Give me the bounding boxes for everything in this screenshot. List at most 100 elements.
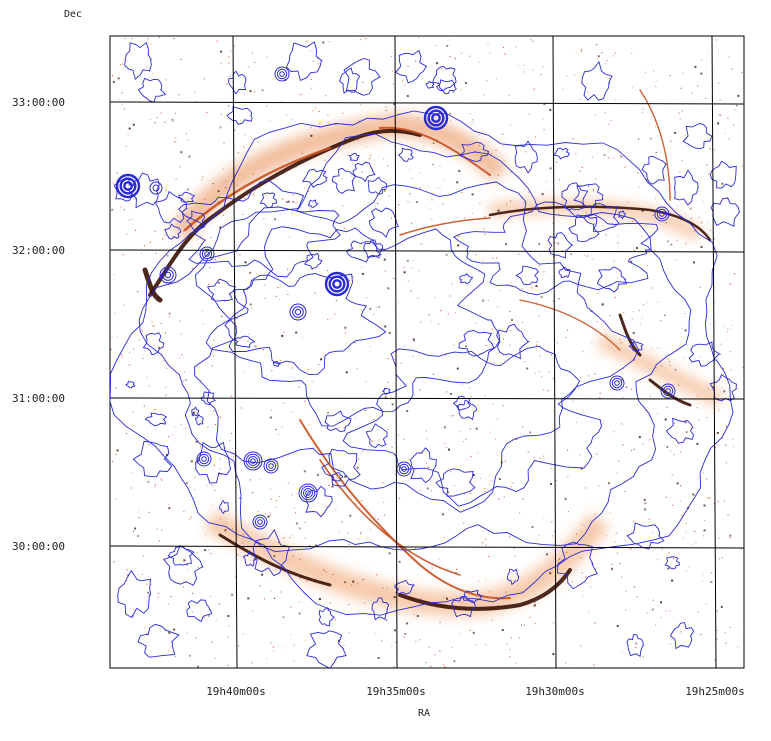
speckle-dot <box>607 482 610 485</box>
xray-point-source <box>274 66 290 82</box>
xray-point-source <box>276 68 288 80</box>
speckle-dot <box>675 259 677 261</box>
speckle-dot <box>430 321 433 323</box>
speckle-dot <box>327 114 329 116</box>
speckle-dot <box>579 170 581 172</box>
speckle-dot <box>613 431 615 433</box>
xray-contour <box>506 568 520 586</box>
speckle-dot <box>661 548 663 550</box>
xray-contour <box>397 147 414 162</box>
speckle-dot <box>620 155 623 158</box>
speckle-dot <box>604 112 606 114</box>
xray-point-source <box>289 303 307 321</box>
ra-tick-label: 19h25m00s <box>685 685 745 698</box>
speckle-dot <box>359 103 361 105</box>
speckle-dot <box>654 249 656 252</box>
speckle-dot <box>652 214 654 217</box>
speckle-dot <box>641 209 644 212</box>
speckle-dot <box>632 332 635 334</box>
speckle-dot <box>554 531 556 533</box>
speckle-dot <box>248 333 250 335</box>
speckle-dot <box>502 133 504 135</box>
speckle-dot <box>397 301 400 303</box>
speckle-dot <box>166 461 168 464</box>
speckle-dot <box>564 497 567 500</box>
speckle-dot <box>464 82 467 84</box>
xray-contour <box>435 468 476 497</box>
speckle-dot <box>298 527 301 530</box>
speckle-dot <box>637 172 639 174</box>
speckle-dot <box>266 56 268 58</box>
speckle-dot <box>282 616 285 619</box>
xray-contour <box>628 341 644 352</box>
speckle-dot <box>442 203 444 205</box>
speckle-dot <box>489 52 491 54</box>
speckle-dot <box>587 219 589 221</box>
speckle-dot <box>650 287 652 289</box>
speckle-dot <box>364 409 366 411</box>
speckle-dot <box>264 297 266 299</box>
speckle-dot <box>510 637 512 639</box>
speckle-dot <box>301 152 303 154</box>
speckle-dot <box>654 125 657 128</box>
speckle-dot <box>605 234 607 236</box>
speckle-dot <box>312 60 314 63</box>
speckle-dot <box>327 411 329 414</box>
speckle-dot <box>375 632 377 634</box>
speckle-dot <box>460 89 462 91</box>
speckle-dot <box>538 315 540 317</box>
speckle-dot <box>209 266 211 269</box>
speckle-dot <box>670 196 672 198</box>
speckle-dot <box>642 656 644 658</box>
speckle-dot <box>352 580 355 583</box>
speckle-dot <box>239 254 241 256</box>
speckle-dot <box>179 320 181 322</box>
speckle-dot <box>191 267 193 270</box>
xray-point-source <box>123 181 133 191</box>
ra-gridline-1940 <box>232 36 238 668</box>
speckle-dot <box>279 359 281 362</box>
speckle-dot <box>453 660 456 663</box>
speckle-dot <box>551 535 553 537</box>
speckle-dot <box>194 489 196 491</box>
speckle-dot <box>359 39 362 41</box>
speckle-dot <box>610 567 613 570</box>
speckle-dot <box>557 242 560 245</box>
speckle-dot <box>536 341 538 343</box>
speckle-dot <box>147 480 150 483</box>
speckle-dot <box>503 338 505 340</box>
speckle-dot <box>534 667 537 668</box>
speckle-dot <box>506 643 508 645</box>
speckle-dot <box>224 447 226 449</box>
speckle-dot <box>550 483 552 485</box>
xray-contour <box>626 522 665 550</box>
xray-point-source <box>292 306 304 318</box>
xray-contour <box>453 201 659 296</box>
speckle-dot <box>559 178 561 181</box>
xray-contour <box>228 70 247 95</box>
speckle-dot <box>482 530 484 532</box>
speckle-dot <box>580 49 582 51</box>
speckle-dot <box>559 558 561 560</box>
emission-filament <box>379 126 491 176</box>
speckle-dot <box>116 172 118 174</box>
speckle-dot <box>293 660 295 662</box>
speckle-dot <box>138 339 140 341</box>
speckle-dot <box>382 587 384 589</box>
xray-contour <box>496 323 530 360</box>
speckle-dot <box>132 424 134 426</box>
speckle-dot <box>703 504 706 507</box>
dec-tick-label: 30:00:00 <box>12 540 65 553</box>
speckle-dot <box>707 174 709 176</box>
speckle-dot <box>653 70 655 72</box>
speckle-dot <box>269 416 272 419</box>
xray-point-source <box>196 451 212 467</box>
speckle-dot <box>651 348 653 350</box>
xray-contour <box>125 380 136 389</box>
speckle-dot <box>674 131 677 134</box>
speckle-dot <box>671 579 674 582</box>
speckle-dot <box>113 274 115 276</box>
speckle-dot <box>508 94 510 96</box>
speckle-dot <box>387 358 389 360</box>
speckle-dot <box>197 566 200 568</box>
